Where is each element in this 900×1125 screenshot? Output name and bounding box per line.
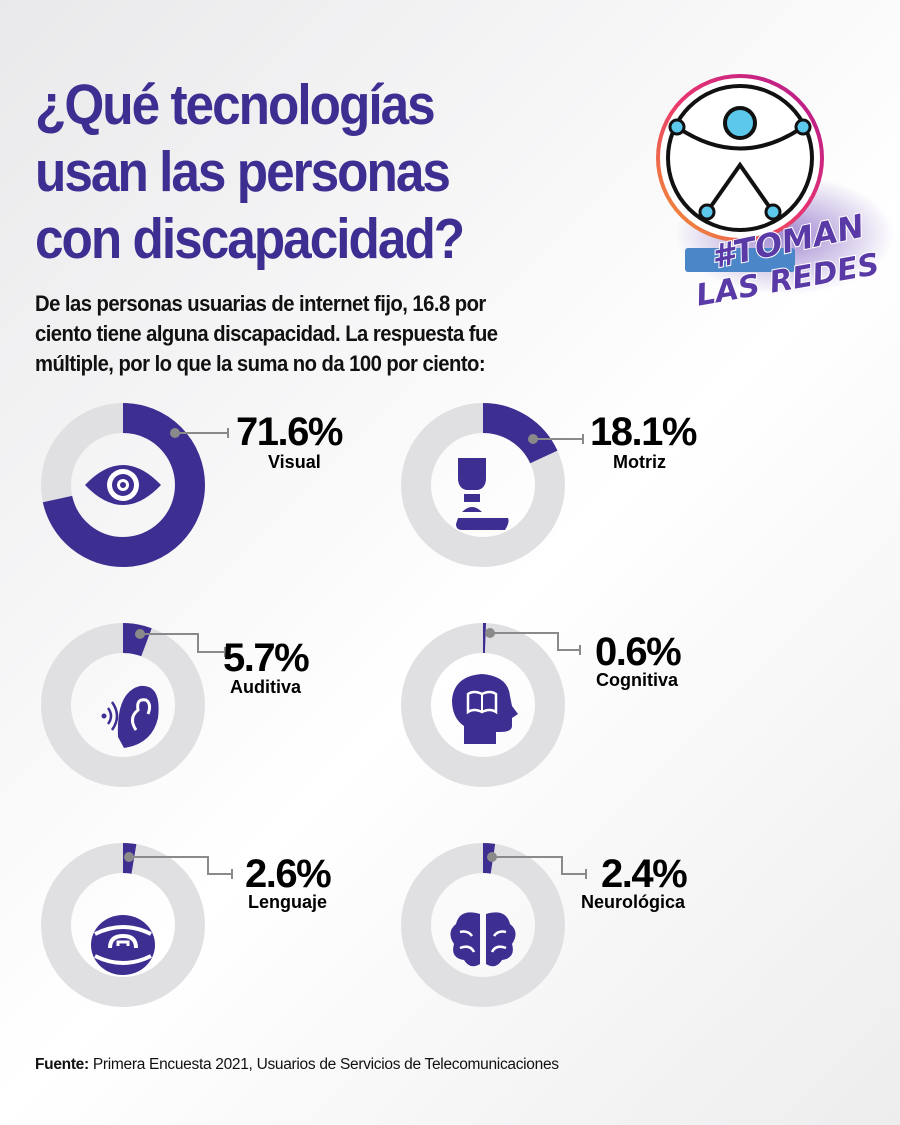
ear-icon (101, 685, 159, 748)
percent-value: 5.7% (223, 636, 310, 680)
mouth-icon (91, 915, 155, 975)
percent-value: 71.6% (236, 410, 343, 454)
donut-chart-cognitiva (401, 623, 581, 787)
universal-access-icon: #TOMAN LAS REDES (656, 74, 895, 315)
title-line-1: ¿Qué tecnologías (35, 73, 436, 137)
category-label: Auditiva (230, 677, 302, 697)
brain-icon (450, 912, 516, 967)
percent-value: 18.1% (590, 410, 697, 454)
stat-visual: 71.6% Visual (40, 402, 380, 592)
source-text: Primera Encuesta 2021, Usuarios de Servi… (88, 1056, 559, 1073)
percent-value: 2.4% (601, 852, 688, 896)
intro-line-1: De las personas usuarias de internet fij… (35, 291, 486, 316)
title-line-2: usan las personas (35, 140, 451, 204)
category-label: Motriz (613, 452, 666, 472)
toman-las-redes-logo: #TOMAN LAS REDES (635, 70, 895, 315)
intro-text: De las personas usuarias de internet fij… (35, 289, 611, 379)
category-label: Cognitiva (596, 670, 679, 690)
head-book-icon (452, 674, 518, 744)
percent-value: 2.6% (245, 852, 332, 896)
stat-motriz: 18.1% Motriz (400, 402, 740, 592)
prosthetic-leg-icon (456, 458, 509, 530)
intro-line-2: ciento tiene alguna discapacidad. La res… (35, 321, 498, 346)
donut-chart-lenguaje (41, 843, 233, 1007)
donut-chart-visual (41, 403, 229, 567)
source-footnote: Fuente: Primera Encuesta 2021, Usuarios … (35, 1056, 559, 1074)
title-line-3: con discapacidad? (35, 207, 465, 271)
intro-line-3: múltiple, por lo que la suma no da 100 p… (35, 351, 486, 376)
eye-icon (85, 465, 161, 505)
stat-lenguaje: 2.6% Lenguaje (40, 842, 380, 1032)
source-label: Fuente: (35, 1056, 89, 1073)
page-title: ¿Qué tecnologías usan las personas con d… (35, 72, 575, 273)
category-label: Lenguaje (248, 892, 328, 912)
stat-auditiva: 5.7% Auditiva (40, 622, 380, 812)
percent-value: 0.6% (595, 630, 682, 674)
donut-chart-motriz (401, 403, 584, 567)
category-label: Visual (268, 452, 321, 472)
stat-cognitiva: 0.6% Cognitiva (400, 622, 740, 812)
donut-chart-neurologica (401, 843, 587, 1007)
donut-chart-auditiva (41, 623, 226, 787)
stat-neurologica: 2.4% Neurológica (400, 842, 740, 1032)
category-label: Neurológica (581, 892, 686, 912)
